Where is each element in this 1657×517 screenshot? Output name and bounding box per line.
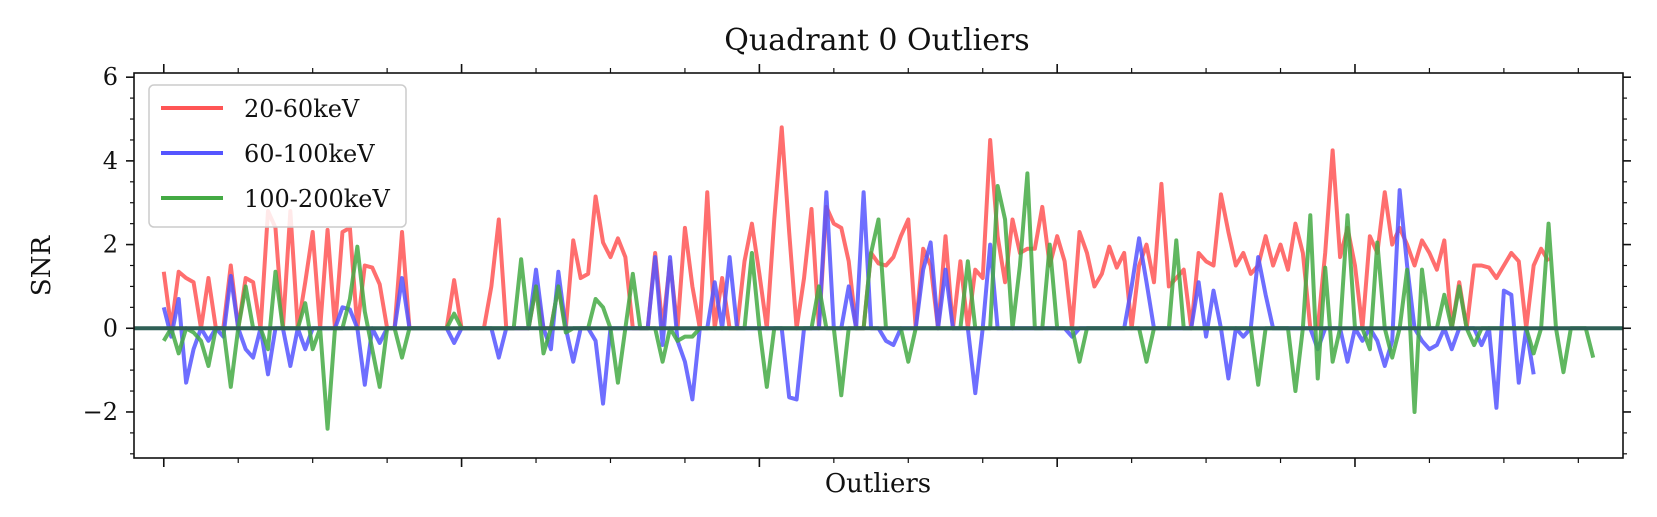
legend: 20-60keV 60-100keV 100-200keV bbox=[148, 84, 407, 228]
y-tick-label-3: 4 bbox=[103, 147, 118, 175]
legend-box bbox=[148, 84, 407, 228]
series-layer bbox=[134, 125, 1623, 431]
y-tick-label-2: 2 bbox=[103, 231, 118, 259]
legend-label-1: 60-100keV bbox=[244, 140, 375, 168]
legend-label-2: 100-200keV bbox=[244, 185, 390, 213]
x-axis-label: Outliers bbox=[825, 469, 931, 499]
chart-title: Quadrant 0 Outliers bbox=[724, 23, 1029, 58]
y-tick-label-1: 0 bbox=[103, 314, 118, 342]
y-tick-label-4: 6 bbox=[103, 63, 118, 91]
ticks-layer: −2 0 2 4 6 bbox=[83, 63, 1631, 467]
y-axis-label: SNR bbox=[27, 235, 57, 297]
y-tick-label-0: −2 bbox=[83, 398, 118, 426]
legend-label-0: 20-60keV bbox=[244, 95, 360, 123]
